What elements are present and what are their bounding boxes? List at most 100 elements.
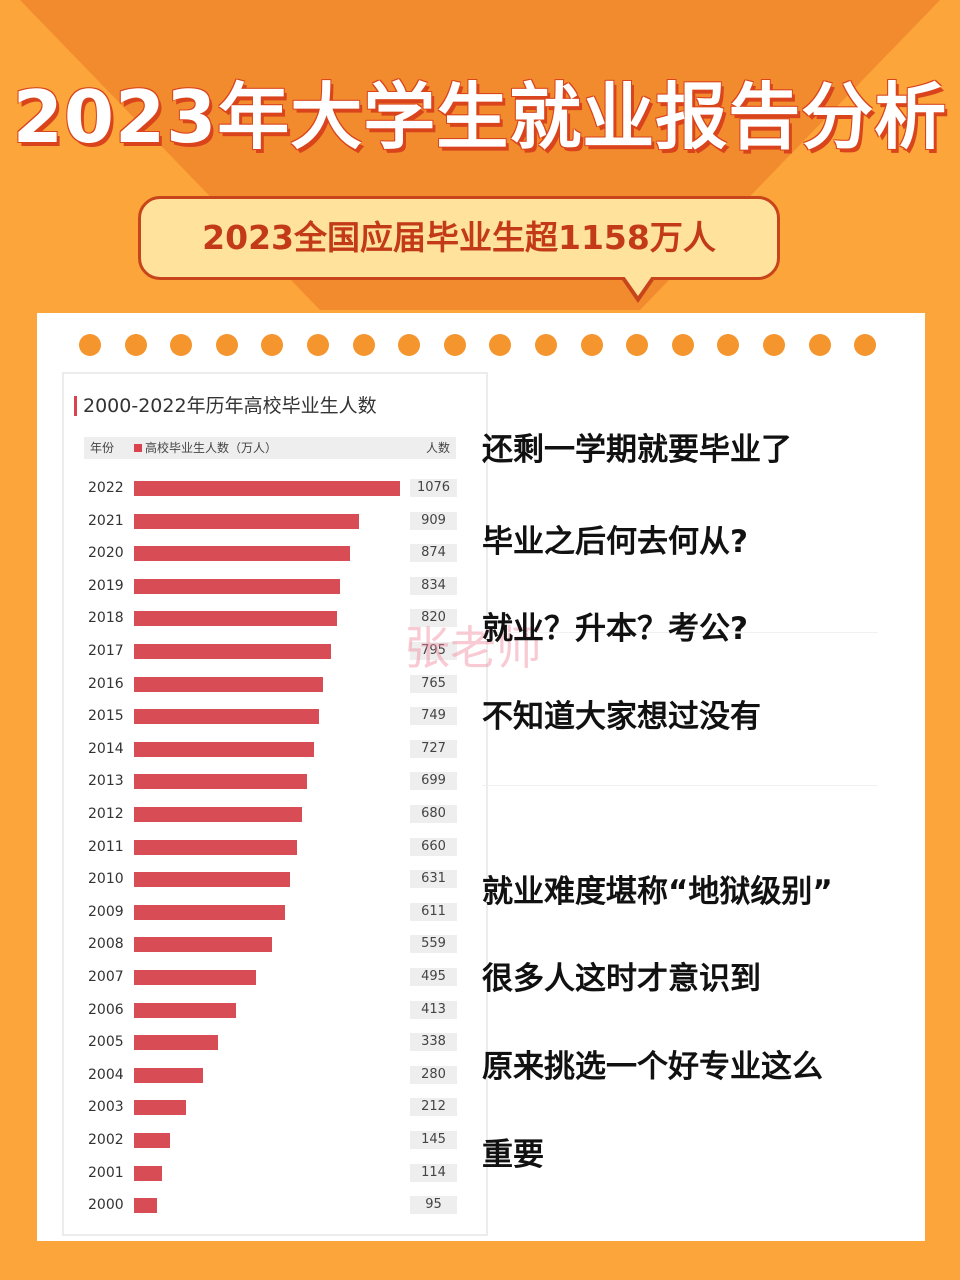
year-label: 2008 — [88, 936, 124, 953]
year-label: 2015 — [88, 708, 124, 725]
bar-row: 2018 820 — [64, 608, 484, 628]
bar-2022 — [134, 481, 400, 496]
year-label: 2019 — [88, 577, 124, 594]
bar-2000 — [134, 1198, 158, 1214]
year-label: 2002 — [88, 1132, 124, 1148]
bar-row: 2011 660 — [64, 837, 484, 857]
year-label: 2017 — [88, 643, 124, 659]
year-label: 2013 — [88, 773, 124, 790]
divider — [482, 785, 878, 786]
bar-row: 2004 280 — [64, 1065, 484, 1085]
body-text-line: 就业？升本？考公? — [482, 611, 748, 647]
binder-dot — [489, 334, 512, 356]
year-label: 2016 — [88, 675, 124, 692]
value-label: 495 — [410, 968, 457, 986]
bar-2005 — [134, 1035, 218, 1051]
watermark: 张老师 — [404, 621, 542, 675]
value-label: 874 — [410, 544, 457, 563]
bar-row: 2019 834 — [64, 576, 484, 596]
value-label: 1076 — [410, 479, 457, 497]
bar-row: 2016 765 — [64, 674, 484, 694]
binder-dot — [535, 334, 557, 356]
year-label: 2018 — [88, 610, 124, 627]
year-label: 2005 — [88, 1034, 124, 1051]
bar-2019 — [134, 578, 341, 594]
bar-2008 — [134, 937, 273, 953]
bar-2014 — [134, 741, 314, 757]
year-label: 2003 — [88, 1099, 124, 1116]
year-label: 2000 — [88, 1197, 124, 1214]
bar-row: 2020 874 — [64, 543, 484, 563]
body-text-line: 很多人这时才意识到 — [482, 961, 761, 997]
bar-2002 — [134, 1133, 170, 1148]
bar-row: 2008 559 — [64, 934, 484, 954]
page-title: 2023年大学生就业报告分析 — [12, 75, 948, 159]
body-text-line: 就业难度堪称“地狱级别” — [482, 874, 833, 910]
bar-row: 2000 95 — [64, 1195, 484, 1215]
bar-row: 2021 909 — [64, 511, 484, 531]
bar-2001 — [134, 1165, 163, 1181]
binder-dot — [443, 334, 466, 356]
value-label: 114 — [410, 1163, 457, 1182]
bar-row: 2013 699 — [64, 771, 484, 791]
bar-row: 2014 727 — [64, 739, 484, 759]
bar-row: 2017 795 — [64, 641, 484, 661]
value-label: 820 — [410, 609, 457, 628]
bar-2007 — [134, 970, 257, 985]
legend-label: 高校毕业生人数（万人） — [145, 441, 278, 455]
binder-dot — [79, 334, 101, 356]
binder-dot — [671, 334, 694, 356]
value-label: 699 — [410, 772, 457, 791]
bar-2003 — [134, 1100, 187, 1116]
header-legend: 高校毕业生人数（万人） — [134, 437, 277, 459]
binder-dot — [170, 334, 193, 356]
value-label: 413 — [410, 1000, 457, 1019]
bar-2015 — [134, 709, 320, 725]
chart-panel: 2000-2022年历年高校毕业生人数 年份 高校毕业生人数（万人） 人数 20… — [62, 372, 488, 1236]
bar-row: 2002 145 — [64, 1130, 484, 1150]
value-label: 559 — [410, 935, 457, 954]
binder-dot — [398, 334, 421, 356]
header-count: 人数 — [425, 441, 450, 455]
value-label: 95 — [410, 1196, 457, 1215]
binder-dot — [763, 334, 785, 356]
bar-row: 2012 680 — [64, 804, 484, 824]
header-year: 年份 — [90, 441, 115, 455]
body-text-line: 重要 — [482, 1137, 544, 1173]
value-label: 834 — [410, 576, 457, 595]
bar-row: 2015 749 — [64, 706, 484, 726]
bar-2016 — [134, 676, 324, 692]
binder-dot — [352, 334, 375, 356]
bar-row: 2005 338 — [64, 1032, 484, 1052]
bar-2010 — [134, 872, 290, 888]
year-label: 2021 — [88, 512, 124, 529]
bar-row: 2010 631 — [64, 869, 484, 889]
year-label: 2014 — [88, 740, 124, 757]
bar-row: 2022 1076 — [64, 478, 484, 498]
bar-row: 2001 114 — [64, 1163, 484, 1183]
bar-2018 — [134, 611, 337, 627]
body-text-line: 原来挑选一个好专业这么 — [482, 1049, 823, 1085]
value-label: 909 — [410, 511, 457, 530]
binder-dot — [808, 334, 831, 356]
bar-row: 2003 212 — [64, 1097, 484, 1117]
value-label: 631 — [410, 870, 457, 889]
year-label: 2022 — [88, 480, 124, 496]
value-label: 280 — [410, 1065, 457, 1084]
year-label: 2004 — [88, 1066, 124, 1083]
headline-bubble: 2023全国应届毕业生超1158万人 — [138, 196, 780, 280]
bar-2017 — [134, 644, 331, 659]
bar-2006 — [134, 1002, 237, 1018]
binder-dot — [854, 334, 877, 356]
bubble-tail-fill — [624, 276, 652, 296]
value-label: 338 — [410, 1033, 457, 1052]
binder-dot — [261, 334, 284, 356]
binder-dot — [580, 334, 603, 356]
value-label: 765 — [410, 674, 457, 693]
bar-2004 — [134, 1067, 204, 1083]
value-label: 145 — [410, 1131, 457, 1149]
year-label: 2009 — [88, 903, 124, 920]
bar-row: 2007 495 — [64, 967, 484, 987]
bar-2009 — [134, 904, 286, 920]
body-text-line: 毕业之后何去何从? — [482, 524, 748, 560]
